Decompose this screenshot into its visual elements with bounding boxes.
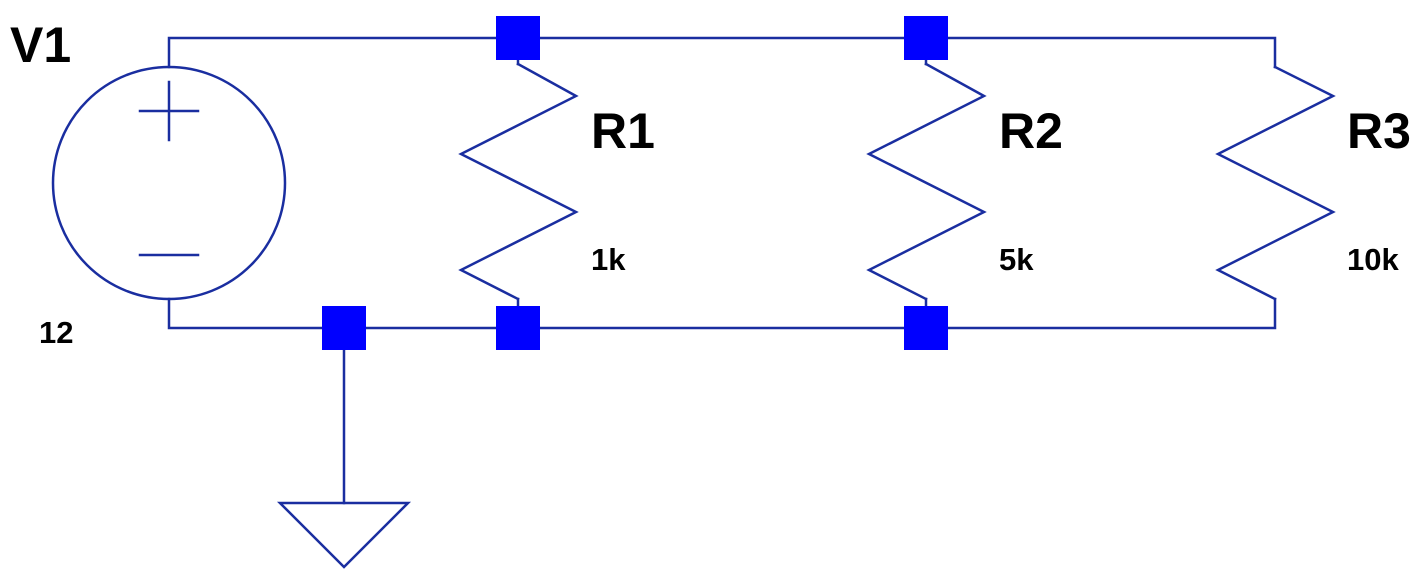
resistor-r1-zigzag [458,62,579,301]
voltage-source-v1[interactable] [51,65,287,301]
junction-node-bottom-r1[interactable] [496,306,540,350]
r1-label: R1 [591,103,655,159]
v1-value: 12 [39,315,73,350]
r3-label: R3 [1347,103,1411,159]
junction-node-bottom-gnd[interactable] [322,306,366,350]
resistor-r2[interactable] [866,36,987,330]
r2-value: 5k [999,242,1034,277]
ground-symbol[interactable] [276,326,412,569]
junction-node-top-r2[interactable] [904,16,948,60]
junction-node-bottom-r2[interactable] [904,306,948,350]
resistor-r2-zigzag [866,62,987,301]
ground-triangle [276,501,412,569]
r1-value: 1k [591,242,626,277]
bottom-wire [167,297,1277,330]
top-wire [167,36,1277,69]
junction-node-top-r1[interactable] [496,16,540,60]
v1-label: V1 [10,17,71,73]
resistor-r3[interactable] [1215,65,1336,301]
r2-label: R2 [999,103,1063,159]
resistor-r1[interactable] [458,36,579,330]
r3-value: 10k [1347,242,1399,277]
resistor-r3-zigzag [1215,65,1336,301]
